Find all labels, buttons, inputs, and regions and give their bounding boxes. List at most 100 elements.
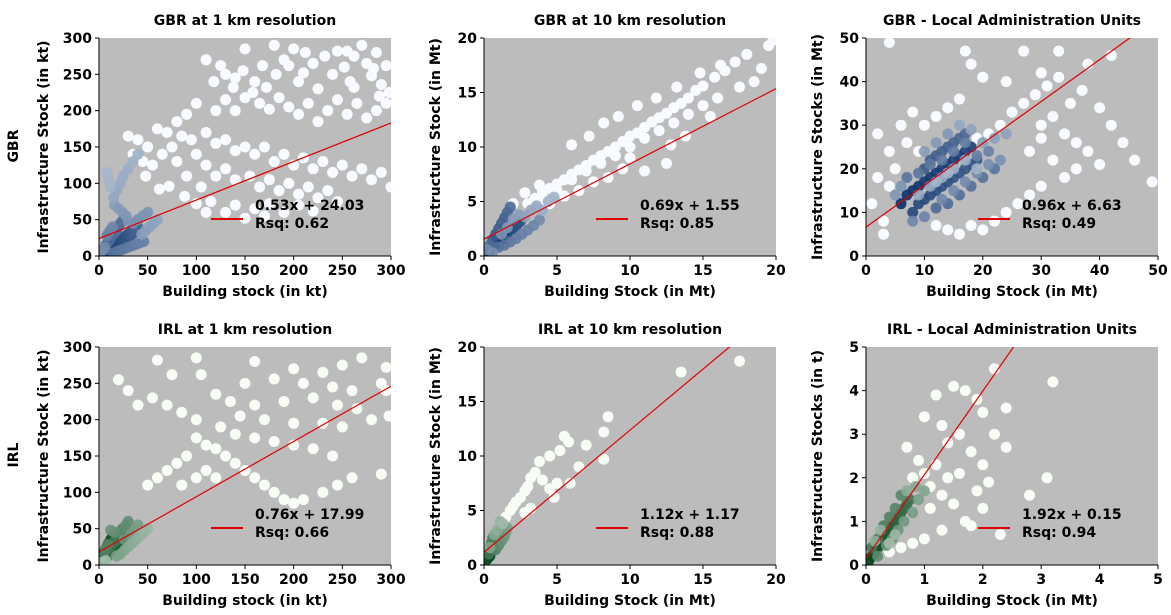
- scatter-point: [234, 410, 246, 422]
- y-tick-label: 150: [63, 140, 92, 156]
- scatter-point: [239, 43, 251, 55]
- scatter-point-dense: [99, 246, 107, 256]
- y-tick-label: 5: [467, 504, 477, 520]
- x-tick-label: 50: [138, 263, 158, 279]
- y-tick-label: 20: [458, 31, 478, 47]
- scatter-point: [161, 126, 173, 138]
- scatter-point: [327, 450, 339, 462]
- scatter-point: [239, 141, 251, 153]
- legend-equation: 1.92x + 0.15: [1022, 507, 1122, 523]
- scatter-point: [959, 385, 971, 397]
- scatter-point: [948, 498, 960, 510]
- plot-area: [866, 347, 1158, 565]
- scatter-point: [519, 187, 531, 199]
- x-tick-label: 150: [230, 263, 259, 279]
- y-tick-label: 50: [840, 31, 860, 47]
- x-tick-label: 10: [915, 263, 935, 279]
- y-tick-label: 4: [849, 384, 859, 400]
- scatter-point: [883, 145, 895, 157]
- scatter-point-dense: [971, 163, 983, 175]
- scatter-point: [185, 134, 197, 146]
- scatter-point: [336, 359, 348, 371]
- scatter-point-dense: [907, 507, 919, 519]
- scatter-point: [872, 128, 884, 140]
- scatter-point-dense: [959, 176, 971, 188]
- scatter-point: [122, 385, 134, 397]
- scatter-point: [580, 165, 592, 177]
- scatter-point: [331, 196, 343, 207]
- row-label-gbr: GBR: [6, 129, 22, 162]
- scatter-point-dense: [936, 193, 948, 205]
- scatter-point: [1024, 189, 1036, 201]
- scatter-point: [288, 363, 300, 375]
- scatter-point-dense: [948, 185, 960, 197]
- y-tick-label: 15: [458, 395, 477, 411]
- regression-line: [99, 122, 391, 240]
- x-tick-label: 50: [138, 572, 158, 588]
- scatter-point: [341, 45, 353, 57]
- scatter-point: [878, 215, 890, 227]
- y-tick-label: 2: [849, 471, 859, 487]
- scatter-point: [715, 59, 727, 71]
- scatter-point: [263, 174, 275, 186]
- scatter-point: [1047, 376, 1059, 388]
- scatter-point: [356, 39, 368, 51]
- scatter-point: [563, 436, 575, 448]
- scatter-point: [965, 446, 977, 458]
- scatter-point-dense: [918, 211, 930, 223]
- x-tick-label: 50: [1148, 263, 1168, 279]
- scatter-point: [208, 76, 220, 88]
- scatter-point: [624, 152, 636, 164]
- scatter-point: [588, 176, 599, 188]
- scatter-point: [254, 97, 266, 109]
- scatter-point: [1006, 106, 1018, 118]
- scatter-point: [263, 103, 275, 115]
- scatter-point-dense: [907, 215, 919, 227]
- x-tick-label: 0: [861, 572, 871, 588]
- legend-rsq: Rsq: 0.88: [640, 525, 714, 541]
- scatter-point: [327, 166, 339, 178]
- scatter-point-dense: [895, 198, 907, 210]
- scatter-point: [602, 172, 614, 184]
- scatter-point: [142, 479, 154, 491]
- scatter-point: [965, 58, 977, 70]
- scatter-point: [257, 60, 269, 72]
- x-tick-label: 100: [182, 263, 211, 279]
- scatter-point: [994, 528, 1006, 540]
- scatter-point: [878, 228, 890, 240]
- scatter-point: [948, 380, 960, 392]
- scatter-panels: 0 50 100 150 200 250 300050100150200250300GBR …: [36, 13, 1168, 609]
- scatter-point: [346, 385, 358, 397]
- scatter-point: [341, 108, 353, 120]
- regression-line: [866, 38, 1131, 228]
- scatter-point: [1000, 441, 1012, 453]
- scatter-point: [161, 465, 173, 477]
- x-axis-label: Building Stock (in Mt): [926, 593, 1098, 609]
- scatter-point: [1064, 97, 1076, 109]
- x-axis-label: Building Stock (in Mt): [544, 284, 716, 300]
- scatter-point: [942, 472, 954, 484]
- scatter-point: [260, 81, 272, 93]
- scatter-point-dense: [869, 535, 881, 547]
- scatter-point: [132, 134, 144, 146]
- scatter-points: [866, 363, 1059, 565]
- scatter-point: [1012, 198, 1024, 210]
- y-axis-label: Infrastructure Stocks (in Mt): [810, 34, 826, 260]
- scatter-point-dense: [107, 221, 119, 233]
- row-label-irl: IRL: [6, 442, 22, 467]
- scatter-point: [249, 432, 261, 444]
- scatter-point: [668, 117, 680, 129]
- scatter-point: [317, 156, 329, 168]
- scatter-point: [1117, 137, 1129, 149]
- scatter-point: [1094, 102, 1106, 114]
- x-tick-label: 15: [693, 572, 712, 588]
- y-tick-label: 10: [840, 205, 860, 221]
- scatter-point: [767, 38, 776, 46]
- legend-equation: 0.76x + 17.99: [255, 507, 364, 523]
- scatter-point: [598, 453, 610, 465]
- y-tick-label: 5: [849, 340, 859, 356]
- y-tick-label: 0: [82, 249, 92, 265]
- scatter-point: [930, 389, 942, 401]
- scatter-point: [1129, 154, 1141, 166]
- scatter-point: [327, 381, 339, 393]
